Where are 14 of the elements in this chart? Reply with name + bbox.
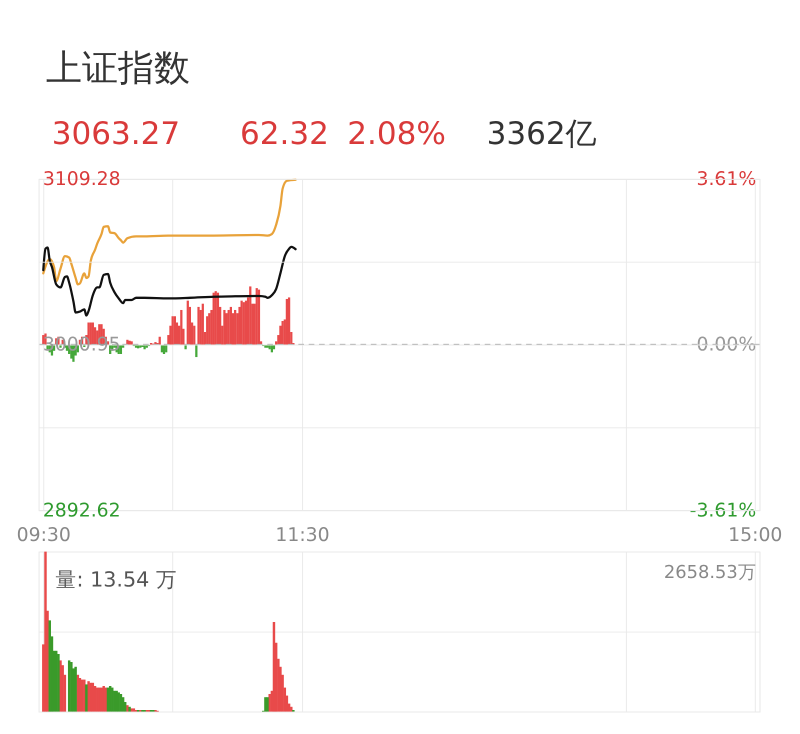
y2-tick-label: 3.61% — [696, 169, 756, 190]
y-tick-label: 2892.62 — [42, 500, 121, 522]
annotation: 2658.53万 — [664, 562, 756, 583]
annotation: 量: 13.54 万 — [56, 567, 177, 592]
y-tick-label: 3109.28 — [42, 169, 121, 190]
text: 3362亿 — [486, 116, 597, 152]
text: 2.08% — [347, 116, 446, 152]
text: 62.32 — [240, 116, 329, 152]
x-tick-label: 09:30 — [16, 524, 71, 546]
x-tick-label: 15:00 — [728, 524, 782, 546]
x-tick-label: 11:30 — [275, 524, 330, 546]
y2-tick-label: -3.61% — [690, 500, 756, 522]
chart-title: 上证指数 — [46, 48, 190, 90]
text: 3063.27 — [52, 116, 180, 152]
